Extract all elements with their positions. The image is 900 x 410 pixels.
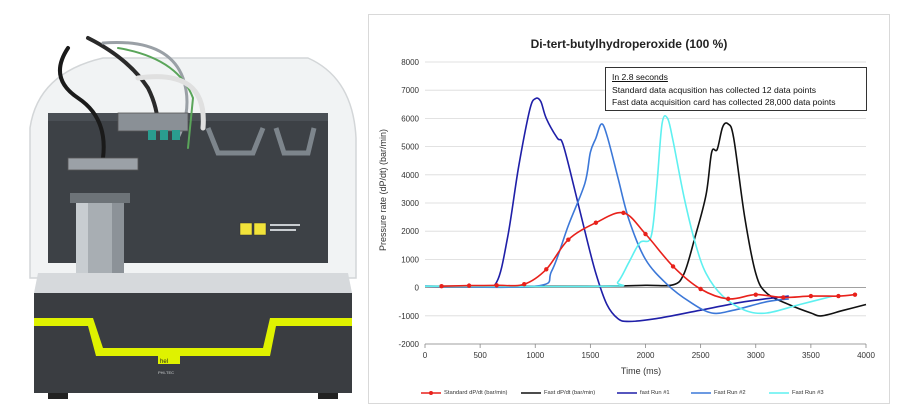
valve-block [67, 112, 189, 171]
x-tick-label: 1500 [581, 351, 599, 360]
y-tick-label: 0 [415, 284, 420, 293]
data-point [466, 283, 472, 288]
annotation-line: In 2.8 seconds [612, 72, 668, 82]
tick-labels: -2000-1000010002000300040005000600070008… [399, 58, 876, 360]
data-point [836, 293, 841, 299]
x-tick-label: 4000 [857, 351, 875, 360]
warning-labels [239, 222, 300, 236]
legend-swatch [421, 391, 441, 395]
instrument-photo: hel PHI-TEC [8, 18, 360, 402]
data-point [852, 292, 858, 297]
y-tick-label: 1000 [401, 255, 419, 264]
data-point [566, 237, 571, 242]
chart-panel: -2000 -1000 0 1000 2000 3000 4000 5000 6000 7000 8… [368, 14, 890, 404]
series-line [424, 114, 834, 315]
legend-label: fast Run #1 [640, 390, 670, 396]
x-tick-label: 1000 [526, 351, 544, 360]
series-markers [439, 210, 858, 302]
series-line [424, 123, 789, 315]
annotation-line: Fast data acquisition card has collected… [612, 97, 836, 107]
data-point [753, 292, 758, 297]
legend-label: Fast dP/dt (bar/min) [544, 390, 596, 396]
data-point [781, 295, 786, 300]
panel-brand-text: hel [160, 359, 168, 365]
data-point [670, 264, 676, 269]
series-line [424, 97, 789, 323]
x-axis-title: Time (ms) [621, 366, 661, 376]
y-tick-label: 5000 [401, 143, 419, 152]
legend-label: Standard dP/dt (bar/min) [444, 390, 508, 396]
y-tick-label: 6000 [401, 114, 419, 123]
mounting-brackets [205, 127, 317, 156]
y-tick-label: -2000 [399, 340, 420, 349]
data-point [808, 293, 814, 299]
series-line [424, 122, 867, 317]
legend-label: Fast Run #2 [714, 390, 746, 396]
data-point [643, 231, 648, 237]
y-tick-label: 7000 [401, 86, 419, 95]
x-tick-label: 0 [423, 351, 428, 360]
data-point [698, 286, 703, 292]
x-tick-label: 2500 [692, 351, 710, 360]
legend: Standard dP/dt (bar/min) Fast dP/dt (bar/… [369, 387, 889, 399]
y-tick-label: 4000 [401, 171, 419, 180]
legend-label: Fast Run #3 [792, 390, 824, 396]
pressure-rate-chart: -2000-1000010002000300040005000600070008… [378, 58, 876, 376]
data-point [593, 220, 599, 225]
x-tick-label: 3000 [747, 351, 765, 360]
legend-swatch [521, 392, 541, 394]
legend-swatch [691, 392, 711, 394]
x-tick-label: 500 [473, 351, 487, 360]
instrument-base: hel PHI-TEC [34, 273, 352, 399]
x-tick-label: 2000 [637, 351, 655, 360]
y-tick-label: 8000 [401, 58, 419, 67]
data-point [544, 267, 549, 272]
data-point [522, 282, 527, 287]
legend-swatch [617, 392, 637, 394]
y-axis-title: Pressure rate (dP/dt) (bar/min) [378, 129, 388, 251]
y-tick-label: 3000 [401, 199, 419, 208]
chart-title: Di-tert-butylhydroperoxide (100 %) [530, 37, 728, 51]
data-point [494, 283, 499, 288]
legend-swatch [769, 392, 789, 394]
panel-model-text: PHI-TEC [158, 370, 174, 375]
y-tick-label: -1000 [399, 312, 420, 321]
annotation-line: Standard data acqusition has collected 1… [612, 84, 817, 95]
annotation-box: In 2.8 seconds Standard data acqusition … [605, 67, 867, 111]
data-point [725, 296, 731, 302]
x-tick-label: 3500 [802, 351, 820, 360]
y-tick-label: 2000 [401, 227, 419, 236]
data-point [621, 210, 626, 216]
data-point [439, 283, 444, 289]
